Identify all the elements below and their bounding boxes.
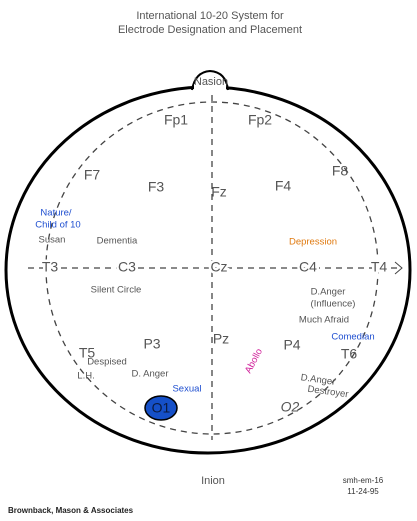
electrode: T6 <box>341 346 358 362</box>
annotation: Much Afraid <box>299 315 349 326</box>
electrode: Fp2 <box>248 112 272 128</box>
annotation: L.H. <box>77 371 94 382</box>
electrode: Pz <box>213 331 229 347</box>
head-outline <box>4 85 412 455</box>
nasion: Nasion <box>194 76 228 88</box>
annotation: Sexual <box>172 384 201 395</box>
annotation: (Influence) <box>311 299 356 310</box>
electrode: P4 <box>283 337 300 353</box>
annotation: D.Anger <box>300 372 336 388</box>
annotation: Nature/ <box>40 208 72 219</box>
electrode: Cz <box>210 259 227 275</box>
electrode: Fp1 <box>164 112 188 128</box>
annotation: Destroyer <box>307 384 349 401</box>
nose-mask <box>194 84 226 92</box>
annotation: D.Anger <box>311 287 346 298</box>
annotation: D. Anger <box>132 369 169 380</box>
footer-code: smh-em-16 <box>343 476 384 485</box>
electrode: P3 <box>143 336 160 352</box>
electrode: F4 <box>275 178 292 194</box>
electrode: C3 <box>118 259 136 275</box>
electrodes: Fp1 Fp2 F7 F3 Fz F4 F8 T3 C3 Cz C4 T4 T5… <box>39 112 390 421</box>
annotation: Dementia <box>97 236 138 247</box>
electrode: T4 <box>371 259 388 275</box>
footer-credit: Brownback, Mason & Associates <box>8 506 134 515</box>
annotation: Susan <box>39 235 66 246</box>
inion: Inion <box>201 475 225 487</box>
electrode: C4 <box>299 259 317 275</box>
arrow <box>394 261 403 275</box>
dashed-circle <box>45 101 379 435</box>
electrode: T5 <box>79 345 96 361</box>
annotation: Child of 10 <box>35 220 80 231</box>
electrode: F3 <box>148 179 165 195</box>
electrode: Fz <box>211 184 227 200</box>
annotation: Abollo <box>243 347 265 375</box>
footer-code: 11-24-95 <box>347 487 379 496</box>
electrode: F7 <box>84 167 101 183</box>
electrode: O2 <box>281 399 300 415</box>
title-line: Electrode Designation and Placement <box>118 24 302 36</box>
annotation: Depression <box>289 237 337 248</box>
annotation: Silent Circle <box>91 285 142 296</box>
title-line: International 10-20 System for <box>136 10 284 22</box>
electrode: O1 <box>152 400 171 416</box>
annotation: Comedian <box>331 332 374 343</box>
annotation: Despised <box>87 357 127 368</box>
o1-highlight <box>144 395 178 421</box>
electrode: T3 <box>42 259 59 275</box>
electrode: F8 <box>332 163 349 179</box>
